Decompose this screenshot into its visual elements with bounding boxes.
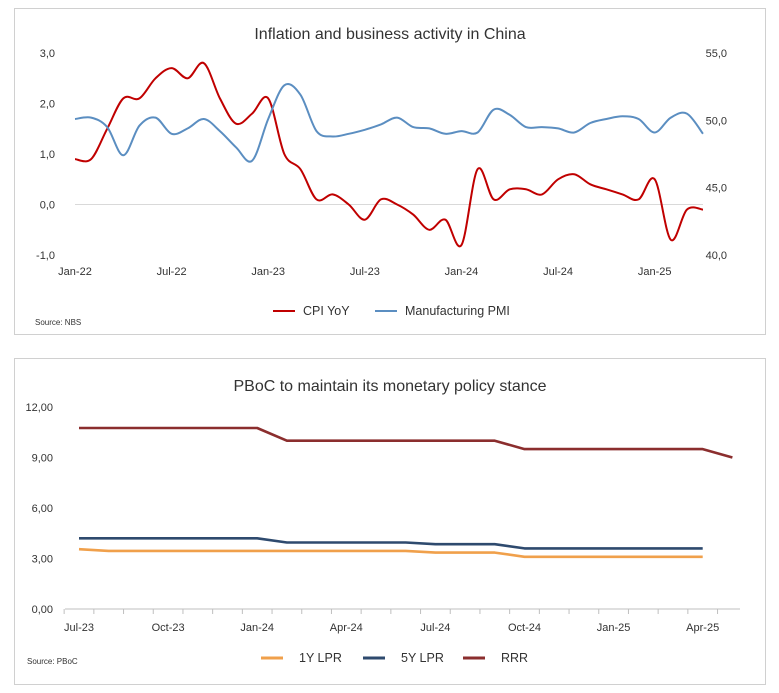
- y-tick-label: 12,00: [25, 402, 53, 414]
- y-tick-label: 6,00: [32, 503, 53, 515]
- x-tick-label: Jul-22: [157, 266, 187, 278]
- y-tick-label: 9,00: [32, 453, 53, 465]
- y-tick-label: 0,00: [32, 604, 53, 616]
- x-tick-label: Jan-24: [240, 622, 274, 634]
- series-line-5y-lpr: [79, 537, 703, 550]
- legend-label-rrr: RRR: [501, 651, 528, 665]
- y-right-tick-label: 55,0: [706, 48, 727, 60]
- y-left-tick-label: 3,0: [40, 48, 55, 60]
- x-tick-label: Jan-25: [597, 622, 631, 634]
- source-note: Source: NBS: [35, 318, 81, 327]
- x-tick-label: Jan-24: [445, 266, 479, 278]
- y-left-tick-label: 1,0: [40, 149, 55, 161]
- x-tick-label: Jul-24: [420, 622, 450, 634]
- series-line-1y-lpr: [78, 547, 703, 559]
- legend-label-5y-lpr: 5Y LPR: [401, 651, 444, 665]
- x-tick-label: Jul-23: [350, 266, 380, 278]
- y-tick-label: 3,00: [32, 554, 53, 566]
- y-left-tick-label: -1,0: [36, 250, 55, 262]
- pboc-chart: PBoC to maintain its monetary policy sta…: [25, 378, 740, 666]
- x-tick-label: Jan-25: [638, 266, 672, 278]
- y-left-tick-label: 2,0: [40, 99, 55, 111]
- y-right-tick-label: 40,0: [706, 250, 727, 262]
- chart-title: Inflation and business activity in China: [254, 26, 525, 43]
- x-tick-label: Oct-23: [152, 622, 185, 634]
- legend-label-cpi-yoy: CPI YoY: [303, 304, 350, 318]
- pboc-chart-panel: PBoC to maintain its monetary policy sta…: [14, 358, 766, 685]
- x-tick-label: Jan-22: [58, 266, 92, 278]
- series-line-manufacturing-pmi: [74, 83, 704, 163]
- chart-title: PBoC to maintain its monetary policy sta…: [233, 378, 546, 395]
- x-tick-label: Apr-24: [330, 622, 363, 634]
- inflation-chart-panel: Inflation and business activity in China…: [14, 8, 766, 335]
- y-right-tick-label: 50,0: [706, 115, 727, 127]
- legend-label-manufacturing-pmi: Manufacturing PMI: [405, 304, 510, 318]
- x-tick-label: Oct-24: [508, 622, 541, 634]
- legend-label-1y-lpr: 1Y LPR: [299, 651, 342, 665]
- series-line-cpi-yoy: [74, 61, 704, 248]
- y-right-tick-label: 45,0: [706, 183, 727, 195]
- source-note: Source: PBoC: [27, 657, 78, 666]
- series-line-rrr: [79, 426, 733, 459]
- y-left-tick-label: 0,0: [40, 200, 55, 212]
- x-tick-label: Jan-23: [251, 266, 285, 278]
- x-tick-label: Jul-24: [543, 266, 573, 278]
- x-tick-label: Jul-23: [64, 622, 94, 634]
- inflation-chart: Inflation and business activity in China…: [35, 26, 727, 327]
- x-tick-label: Apr-25: [686, 622, 719, 634]
